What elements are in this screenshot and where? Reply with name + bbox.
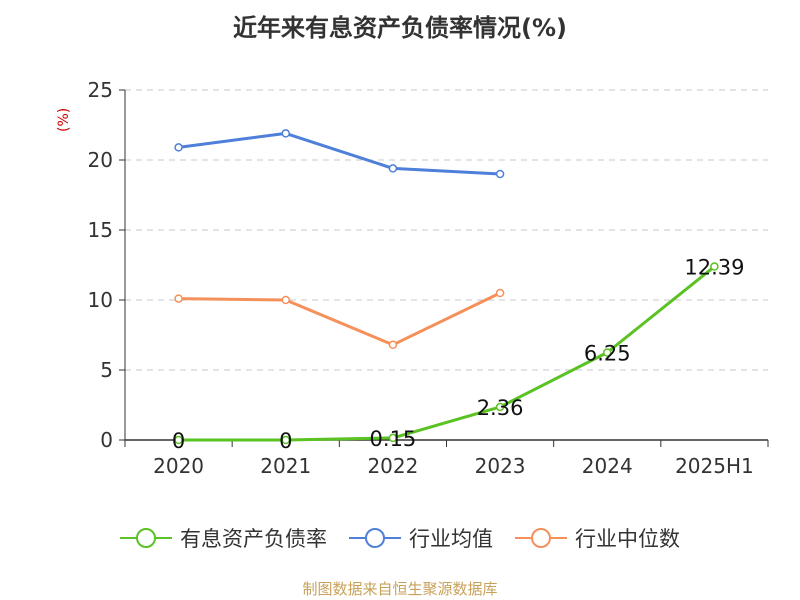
series-line (178, 131, 501, 176)
data-point (495, 169, 505, 179)
data-point (710, 262, 719, 271)
data-label: 6.25 (584, 342, 631, 366)
data-point (174, 435, 183, 445)
data-point (281, 129, 290, 138)
x-tick-label: 2024 (582, 454, 633, 478)
data-label: 0 (279, 429, 292, 453)
legend-item[interactable]: 有息资产负债率 (120, 523, 327, 553)
data-label: 0 (172, 429, 185, 453)
legend-label: 行业均值 (409, 527, 493, 551)
series-line (178, 291, 501, 347)
data-point (174, 143, 183, 152)
series-line (178, 265, 716, 442)
chart-title: 近年来有息资产负债率情况(%) (233, 14, 567, 42)
y-tick-label: 5 (100, 358, 113, 382)
data-point (388, 164, 398, 173)
y-tick-label: 0 (100, 428, 113, 452)
source-note: 制图数据来自恒生聚源数据库 (302, 580, 498, 598)
legend-marker-icon (515, 528, 567, 548)
data-point (495, 288, 505, 298)
data-point (281, 435, 290, 445)
data-point (603, 348, 612, 357)
data-label: 0.15 (370, 427, 417, 451)
data-point (388, 433, 398, 443)
legend-label: 有息资产负债率 (180, 527, 327, 551)
legend-item[interactable]: 行业中位数 (515, 523, 680, 553)
y-tick-label: 20 (88, 148, 113, 172)
x-tick-label: 2020 (153, 454, 204, 478)
series-lines (174, 129, 719, 445)
legend-label: 行业中位数 (575, 527, 680, 551)
y-tick-label: 10 (88, 288, 113, 312)
legend-marker-icon (349, 528, 401, 548)
legend: 有息资产负债率 行业均值 行业中位数 (0, 518, 800, 558)
y-tick-label: 25 (88, 78, 113, 102)
data-point (495, 402, 505, 412)
grid-lines (125, 89, 768, 371)
x-tick-label: 2025H1 (675, 454, 754, 478)
data-labels: 0 0 0.15 2.36 6.25 12.39 (172, 256, 745, 453)
x-tick-label: 2023 (475, 454, 526, 478)
data-label: 2.36 (477, 396, 524, 420)
x-tick-label: 2022 (367, 454, 418, 478)
data-point (388, 340, 398, 350)
x-tick-label: 2021 (260, 454, 311, 478)
legend-item[interactable]: 行业均值 (349, 523, 493, 553)
axes: 0 5 10 15 20 25 2020 2021 2022 2023 2024 2025H1 (88, 78, 769, 478)
data-label: 12.39 (684, 256, 744, 280)
y-tick-label: 15 (88, 218, 113, 242)
data-point (174, 294, 183, 303)
data-point (281, 295, 290, 305)
legend-marker-icon (120, 528, 172, 548)
